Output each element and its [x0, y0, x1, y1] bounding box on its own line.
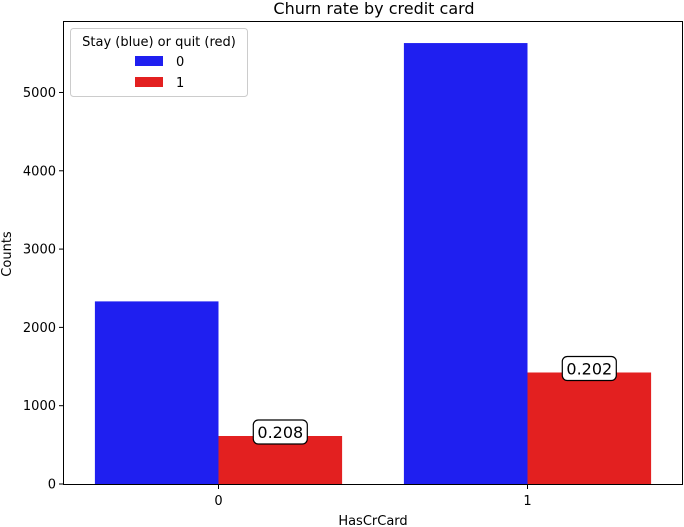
x-tick-label-0: 0: [214, 494, 222, 509]
annotation-box-0: [252, 419, 308, 445]
y-axis-ticks: 0 1000 2000 3000 4000 5000: [23, 86, 64, 493]
y-tick-label-3: 3000: [23, 243, 56, 258]
legend-swatch-0: [135, 56, 163, 66]
y-axis-label: Counts: [0, 231, 15, 277]
annotation-label-1: 0.202: [566, 359, 612, 378]
bar-cat0-series0: [94, 301, 219, 484]
legend-label-0: 0: [176, 55, 184, 70]
x-axis-label: HasCrCard: [338, 514, 407, 527]
y-tick-label-4: 4000: [23, 164, 56, 179]
chart-title: Churn rate by credit card: [273, 0, 474, 18]
legend-title: Stay (blue) or quit (red): [82, 35, 236, 50]
legend: Stay (blue) or quit (red) 0 1: [70, 28, 248, 97]
x-tick-label-1: 1: [523, 494, 531, 509]
y-tick-label-1: 1000: [23, 399, 56, 414]
bar-cat1-series1: [527, 372, 652, 484]
annotation-label-0: 0.208: [257, 423, 303, 442]
y-tick-label-5: 5000: [23, 86, 56, 101]
plot-frame: [63, 21, 683, 485]
annotations: 0.208 0.202: [252, 355, 617, 445]
y-tick-label-2: 2000: [23, 321, 56, 336]
annotation-box-1: [561, 355, 617, 382]
bar-cat1-series0: [403, 43, 528, 485]
annotation-0: 0.208: [252, 419, 308, 445]
legend-swatch-1: [135, 77, 163, 87]
legend-label-1: 1: [176, 76, 184, 91]
annotation-1: 0.202: [561, 355, 617, 382]
y-tick-label-0: 0: [48, 478, 56, 493]
bars: [94, 43, 652, 485]
